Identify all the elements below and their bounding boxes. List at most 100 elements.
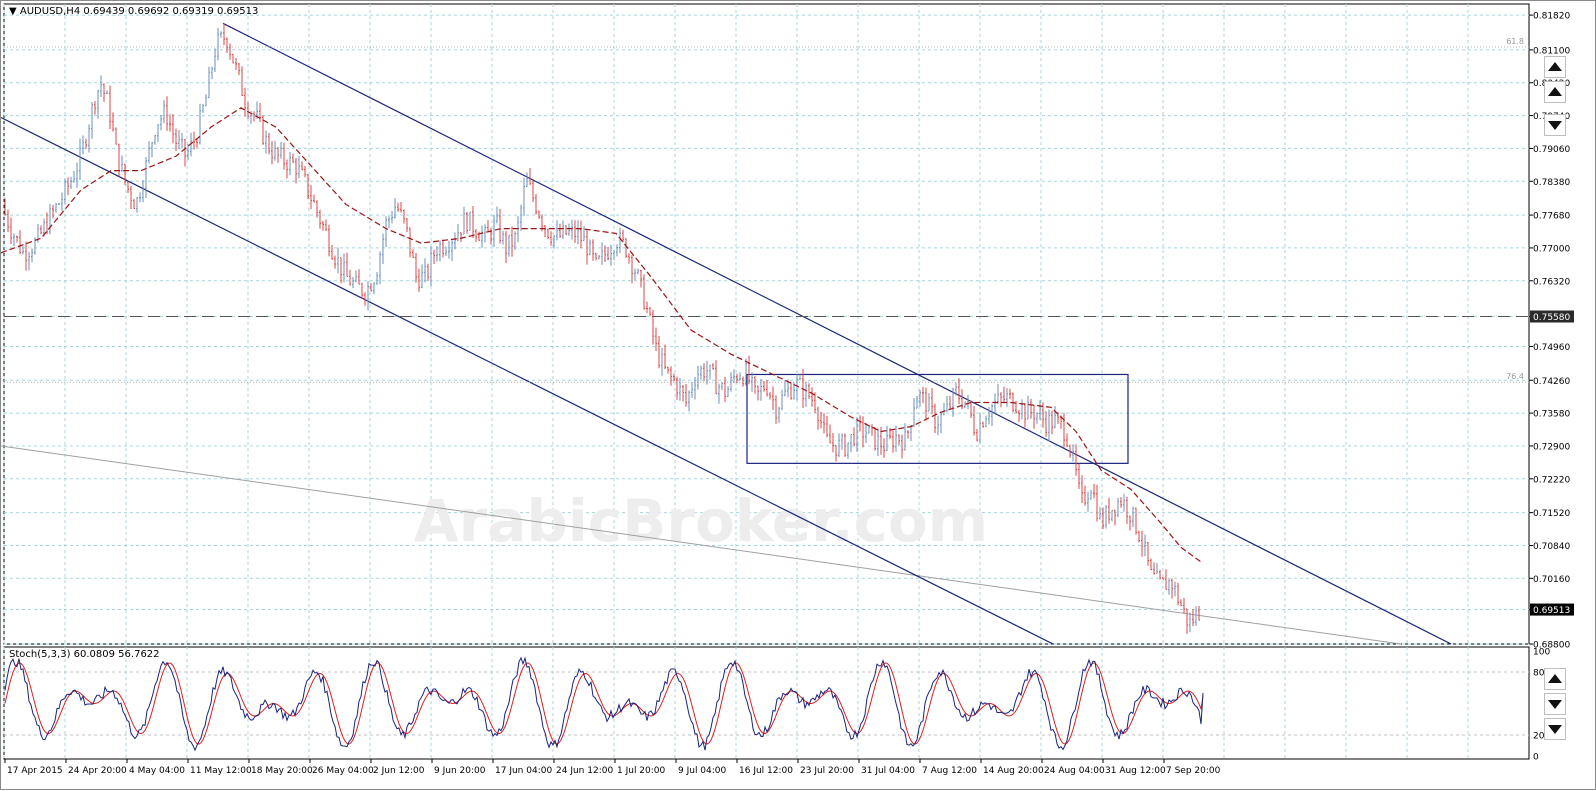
scroll-bottom-down2-button[interactable] bbox=[1544, 718, 1566, 740]
ohlc-bar bbox=[1144, 534, 1146, 557]
ohlc-bar bbox=[967, 394, 969, 410]
ohlc-bar bbox=[1021, 399, 1023, 420]
time-tick-label: 9 Jul 04:00 bbox=[678, 766, 727, 776]
price-tick-label: 0.74260 bbox=[1533, 377, 1570, 387]
ohlc-bar bbox=[568, 223, 570, 236]
ohlc-bar bbox=[1186, 608, 1188, 634]
ohlc-bar bbox=[1153, 562, 1155, 575]
ohlc-bar bbox=[493, 214, 495, 248]
ohlc-bar bbox=[1033, 405, 1035, 429]
ohlc-bar bbox=[598, 254, 600, 260]
stoch-pane[interactable] bbox=[3, 646, 1530, 760]
ohlc-bar bbox=[994, 393, 996, 414]
ohlc-bar bbox=[241, 66, 243, 97]
ohlc-bar bbox=[1114, 509, 1116, 526]
price-tick-label: 0.68800 bbox=[1533, 641, 1570, 651]
ohlc-bar bbox=[820, 411, 822, 429]
ohlc-bar bbox=[958, 378, 960, 404]
ohlc-bar bbox=[1183, 598, 1185, 614]
time-tick-label: 23 Jul 20:00 bbox=[800, 766, 854, 776]
time-tick-label: 2 Jun 12:00 bbox=[373, 766, 425, 776]
ohlc-bar bbox=[319, 209, 321, 229]
scroll-bottom-button[interactable] bbox=[1544, 668, 1566, 690]
ohlc-bar bbox=[811, 387, 813, 407]
ohlc-bar bbox=[496, 206, 498, 224]
header-arrow-icon[interactable]: ▼ bbox=[9, 6, 17, 17]
ohlc-bar bbox=[277, 146, 279, 163]
ohlc-bar bbox=[514, 231, 516, 250]
ohlc-bar bbox=[349, 269, 351, 286]
arrow-down-icon bbox=[1548, 700, 1562, 709]
ohlc-bar bbox=[412, 249, 414, 259]
ohlc-bar bbox=[706, 360, 708, 385]
ohlc-bar bbox=[757, 385, 759, 401]
ohlc-bar bbox=[775, 395, 777, 424]
ohlc-bar bbox=[223, 23, 225, 46]
price-tick-label: 0.74960 bbox=[1533, 343, 1570, 353]
ohlc-bar bbox=[571, 219, 573, 240]
ohlc-bar bbox=[109, 85, 111, 129]
ohlc-bar bbox=[460, 232, 462, 243]
ohlc-bar bbox=[565, 225, 567, 236]
main-pane[interactable] bbox=[3, 3, 1530, 645]
ohlc-bar bbox=[139, 192, 141, 203]
ohlc-bar bbox=[601, 242, 603, 265]
ohlc-bar bbox=[913, 398, 915, 428]
ohlc-bar bbox=[388, 216, 390, 229]
ohlc-bar bbox=[406, 218, 408, 233]
ohlc-bar bbox=[703, 363, 705, 382]
ohlc-bar bbox=[427, 263, 429, 282]
ohlc-bar bbox=[796, 373, 798, 401]
ohlc-bar bbox=[418, 268, 420, 292]
time-tick-label: 1 Jul 20:00 bbox=[617, 766, 666, 776]
ma-line bbox=[1, 107, 1202, 563]
ohlc-bar bbox=[1135, 507, 1137, 535]
ohlc-bar bbox=[724, 376, 726, 403]
ohlc-bar bbox=[298, 156, 300, 179]
ohlc-bar bbox=[448, 240, 450, 259]
ohlc-bar bbox=[145, 157, 147, 198]
ohlc-bar bbox=[28, 251, 30, 271]
ohlc-bar bbox=[361, 282, 363, 299]
scroll-up-button[interactable] bbox=[1544, 56, 1566, 78]
ohlc-bar bbox=[79, 138, 81, 180]
scroll-down-button[interactable] bbox=[1544, 114, 1566, 136]
fib-label: 76.4 bbox=[1506, 372, 1524, 381]
ohlc-bar bbox=[1093, 483, 1095, 499]
ohlc-bar bbox=[151, 141, 153, 158]
ohlc-bar bbox=[877, 428, 879, 457]
ohlc-bar bbox=[562, 220, 564, 239]
ohlc-bar bbox=[502, 230, 504, 245]
close-value: 0.69513 bbox=[217, 6, 259, 17]
ohlc-bar bbox=[607, 247, 609, 261]
ohlc-bar bbox=[1018, 410, 1020, 423]
ohlc-bar bbox=[640, 269, 642, 288]
ohlc-bar bbox=[1174, 581, 1176, 597]
ohlc-bar bbox=[883, 438, 885, 459]
ohlc-bar bbox=[829, 424, 831, 444]
ohlc-bar bbox=[661, 347, 663, 376]
ohlc-bar bbox=[64, 178, 66, 205]
ohlc-bar bbox=[382, 233, 384, 265]
ohlc-bar bbox=[1072, 444, 1074, 462]
ohlc-bar bbox=[433, 249, 435, 264]
scroll-middle-button[interactable] bbox=[1544, 81, 1566, 103]
ohlc-bar bbox=[274, 140, 276, 161]
ohlc-bar bbox=[136, 196, 138, 213]
stoch-main-line bbox=[4, 656, 1204, 752]
ohlc-bar bbox=[340, 257, 342, 284]
ohlc-bar bbox=[850, 433, 852, 453]
range-box bbox=[746, 373, 1129, 464]
ohlc-bar bbox=[289, 152, 291, 176]
ohlc-bar bbox=[163, 100, 165, 124]
ohlc-bar bbox=[580, 220, 582, 249]
ohlc-bar bbox=[283, 142, 285, 170]
ohlc-bar bbox=[1198, 606, 1200, 621]
ohlc-bar bbox=[253, 111, 255, 122]
scroll-bottom-down-button[interactable] bbox=[1544, 693, 1566, 715]
ohlc-bar bbox=[697, 365, 699, 390]
ohlc-bar bbox=[292, 153, 294, 163]
ohlc-bar bbox=[1096, 484, 1098, 522]
